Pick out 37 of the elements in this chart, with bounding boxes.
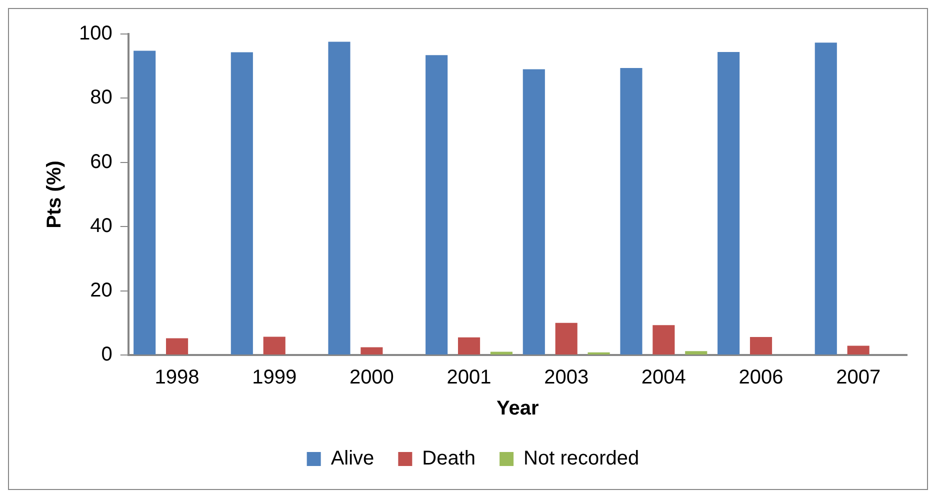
x-tick-label: 1999: [252, 366, 297, 389]
x-tick-label: 2006: [738, 366, 784, 389]
bar: [555, 322, 578, 354]
x-tick-label: 2007: [836, 366, 881, 389]
x-tick-label: 2003: [544, 366, 589, 389]
bar: [134, 50, 156, 354]
y-tick-label: 60: [90, 150, 112, 173]
x-tick-label: 1998: [154, 366, 200, 389]
bar: [847, 346, 870, 354]
bar: [522, 69, 545, 354]
bar: [685, 351, 708, 354]
y-axis-title: Pts (%): [44, 160, 66, 228]
y-tick-label: 20: [90, 279, 112, 302]
legend-label: Death: [422, 448, 476, 470]
bar: [263, 336, 286, 354]
bar: [652, 325, 675, 354]
bar: [750, 337, 772, 354]
y-tick-label: 0: [101, 344, 112, 366]
bar: [490, 352, 512, 354]
bar: [166, 338, 188, 354]
bar: [718, 52, 740, 354]
y-tick-label: 100: [78, 22, 112, 45]
bar: [230, 52, 253, 354]
y-tick-label: 40: [90, 215, 112, 238]
x-tick-label: 2000: [349, 366, 394, 389]
bar: [328, 42, 350, 354]
x-tick-label: 2001: [446, 366, 492, 389]
y-tick-label: 80: [90, 86, 112, 109]
bar: [814, 42, 837, 354]
bar: [426, 55, 448, 354]
bar: [620, 68, 642, 354]
legend-label: Alive: [330, 448, 374, 470]
bar: [458, 337, 480, 354]
x-axis-title: Year: [496, 398, 540, 420]
legend-label: Not recorded: [524, 448, 640, 470]
x-tick-label: 2004: [641, 366, 686, 389]
bar: [360, 347, 383, 354]
